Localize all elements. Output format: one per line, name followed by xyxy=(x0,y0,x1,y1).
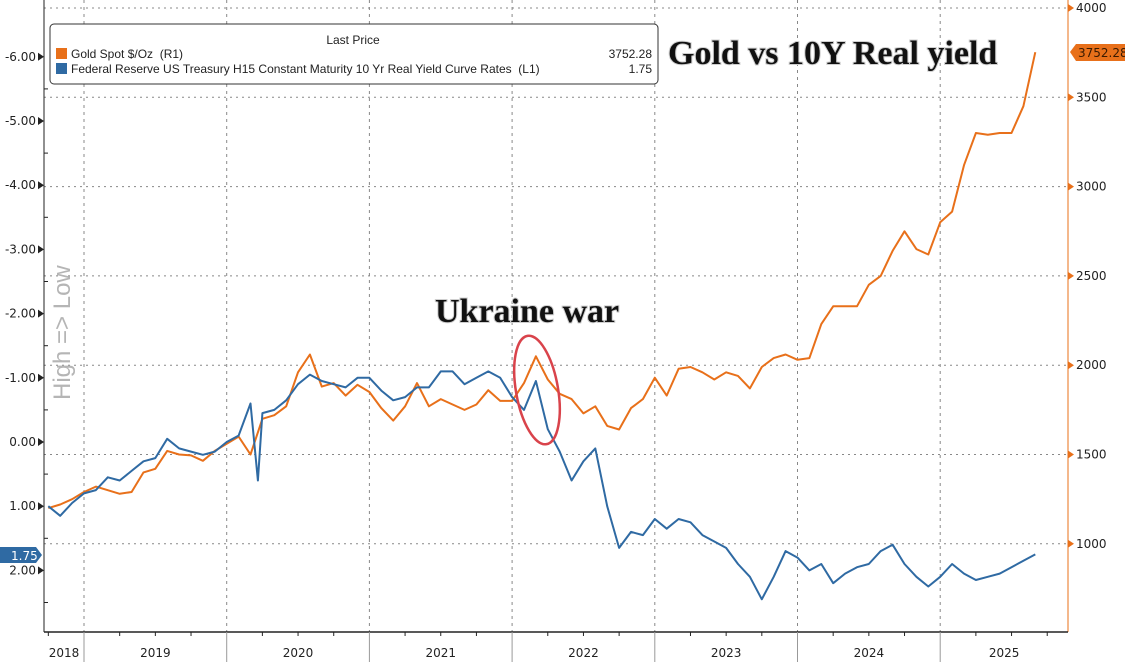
left-tick-label: -6.00 xyxy=(5,50,36,64)
left-tick-mark xyxy=(38,566,44,575)
left-tick-mark xyxy=(38,502,44,511)
last-value-gold: 3752.28 xyxy=(1078,46,1125,60)
annotation-ukraine-war: Ukraine war xyxy=(435,293,619,330)
legend: Last Price Gold Spot $/Oz (R1) 3752.28 F… xyxy=(49,23,659,85)
legend-entry-gold: Gold Spot $/Oz (R1) xyxy=(71,47,183,61)
right-tick-mark xyxy=(1068,182,1074,191)
x-tick-label: 2021 xyxy=(425,646,456,660)
left-tick-label: -4.00 xyxy=(5,178,36,192)
right-tick-mark xyxy=(1068,93,1074,102)
left-tick-label: -5.00 xyxy=(5,114,36,128)
legend-header: Last Price xyxy=(326,33,380,47)
legend-last-gold: 3752.28 xyxy=(609,47,653,61)
right-tick-label: 2000 xyxy=(1076,358,1107,372)
left-tick-label: 0.00 xyxy=(9,435,36,449)
series-layer xyxy=(47,51,1037,601)
right-tick-mark xyxy=(1068,361,1074,370)
legend-entry-real-yield: Federal Reserve US Treasury H15 Constant… xyxy=(71,62,540,76)
left-tick-mark xyxy=(38,438,44,446)
last-value-tag-gold: 3752.28 xyxy=(1070,44,1125,61)
left-tick-label: -2.00 xyxy=(5,307,36,321)
right-tick-label: 4000 xyxy=(1076,1,1107,15)
legend-swatch-real-yield xyxy=(56,63,67,74)
left-tick-mark xyxy=(38,117,44,125)
right-tick-mark xyxy=(1068,4,1074,12)
left-tick-mark xyxy=(38,373,44,382)
x-tick-label: 2019 xyxy=(140,646,171,660)
right-tick-label: 1000 xyxy=(1076,537,1107,551)
legend-last-real-yield: 1.75 xyxy=(629,62,653,76)
left-tick-label: -3.00 xyxy=(5,242,36,256)
right-tick-mark xyxy=(1068,271,1074,280)
left-tick-label: 1.00 xyxy=(9,499,36,513)
right-tick-label: 3500 xyxy=(1076,90,1107,104)
last-value-real-yield: 1.75 xyxy=(11,549,38,563)
annotation-ellipse xyxy=(512,334,562,446)
x-tick-label: 2018 xyxy=(49,646,80,660)
right-tick-label: 2500 xyxy=(1076,269,1107,283)
gold-series-line xyxy=(48,51,1037,510)
x-tick-label: 2024 xyxy=(854,646,885,660)
axis-ticks: 4000 3500 3000 2500 2000 1500 1000 -6.00 -5.00 -4… xyxy=(5,1,1107,662)
right-tick-mark xyxy=(1068,450,1074,459)
left-axis-label: High => Low xyxy=(49,265,76,400)
real-yield-series-line xyxy=(47,370,1036,601)
x-tick-label: 2023 xyxy=(711,646,742,660)
left-tick-label: -1.00 xyxy=(5,371,36,385)
x-tick-label: 2020 xyxy=(283,646,314,660)
left-tick-mark xyxy=(38,245,44,254)
left-tick-label: 2.00 xyxy=(9,563,36,577)
right-tick-label: 1500 xyxy=(1076,448,1107,462)
legend-swatch-gold xyxy=(56,48,67,59)
chart-title: Gold vs 10Y Real yield xyxy=(668,35,997,72)
right-tick-label: 3000 xyxy=(1076,180,1107,194)
left-tick-mark xyxy=(38,181,44,190)
left-tick-mark xyxy=(38,309,44,318)
right-tick-mark xyxy=(1068,539,1074,548)
left-tick-mark xyxy=(38,52,44,61)
last-value-tag-real-yield: 1.75 xyxy=(0,547,42,563)
x-tick-label: 2025 xyxy=(989,646,1020,660)
x-tick-label: 2022 xyxy=(568,646,599,660)
grid xyxy=(44,0,1068,632)
